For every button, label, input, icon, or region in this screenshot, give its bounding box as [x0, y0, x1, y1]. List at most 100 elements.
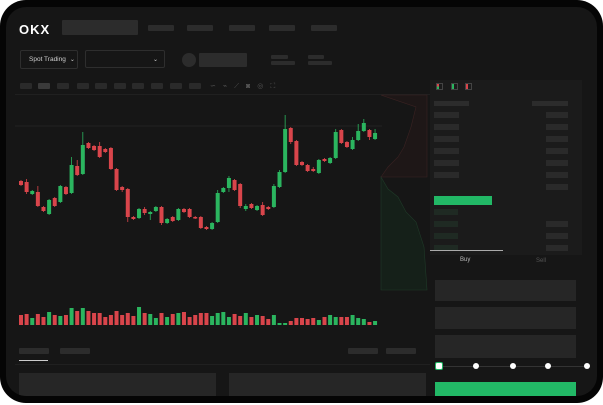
price-input[interactable] — [435, 280, 576, 301]
bid-price — [434, 221, 458, 227]
chevron-down-icon: ⌄ — [69, 57, 75, 63]
volume-bar — [69, 308, 74, 325]
tab-open-orders[interactable] — [19, 348, 49, 354]
timeframe-button[interactable] — [95, 83, 107, 89]
candlestick-chart[interactable] — [6, 7, 436, 347]
volume-bar — [108, 315, 113, 325]
volume-bar — [58, 316, 63, 325]
timeframe-button[interactable] — [114, 83, 126, 89]
candle-body — [24, 182, 29, 192]
volume-bar — [271, 315, 276, 325]
volume-bar — [125, 313, 130, 325]
indicator-icon[interactable]: ∽ — [210, 83, 223, 90]
candle-body — [41, 207, 46, 211]
orderbook-sell-icon[interactable] — [465, 83, 472, 90]
timeframe-button[interactable] — [170, 83, 182, 89]
slider-stop-25[interactable] — [473, 363, 479, 369]
search-placeholder[interactable] — [62, 20, 138, 35]
settings-icon[interactable]: ◎ — [257, 83, 271, 90]
volume-bar — [80, 308, 85, 325]
nav-item[interactable] — [311, 25, 337, 31]
pair-name-placeholder — [199, 53, 247, 67]
timeframe-button[interactable] — [57, 83, 69, 89]
candle-body — [204, 227, 209, 229]
volume-bar — [198, 313, 203, 325]
candle-body — [47, 200, 52, 214]
nav-item[interactable] — [229, 25, 255, 31]
volume-bar — [63, 315, 68, 325]
volume-bar — [255, 315, 260, 325]
volume-bar — [367, 322, 372, 325]
slider-stop-75[interactable] — [545, 363, 551, 369]
volume-bar — [181, 312, 186, 325]
camera-icon[interactable]: ◙ — [246, 83, 258, 90]
volume-bar — [266, 319, 271, 325]
volume-bar — [47, 312, 52, 325]
candle-body — [97, 146, 102, 157]
candle-body — [153, 207, 158, 211]
volume-bar — [356, 318, 361, 325]
volume-bar — [328, 315, 333, 325]
candle-body — [283, 129, 288, 172]
tab-buy[interactable]: Buy — [460, 257, 471, 263]
ruler-icon[interactable]: ⟋ — [234, 83, 246, 90]
candle-body — [373, 133, 378, 139]
candle-body — [103, 149, 108, 152]
divider — [15, 364, 430, 365]
volume-bar — [193, 315, 198, 325]
tab-sell[interactable]: Sell — [536, 258, 547, 264]
candle-body — [361, 123, 366, 131]
candle-body — [255, 206, 260, 210]
candle-body — [19, 181, 23, 185]
ask-size — [546, 148, 568, 154]
nav-item[interactable] — [148, 25, 174, 31]
fullscreen-icon[interactable]: ⛶ — [270, 83, 283, 90]
stat-label — [271, 55, 288, 59]
orders-card — [19, 373, 216, 396]
amount-input[interactable] — [435, 307, 576, 329]
filter-button[interactable] — [348, 348, 378, 354]
buy-button[interactable] — [435, 382, 576, 396]
stat-value — [308, 61, 332, 65]
volume-bar — [249, 317, 254, 325]
depth-asks-area — [380, 94, 428, 178]
candle-body — [142, 209, 147, 213]
slider-stop-50[interactable] — [510, 363, 516, 369]
candle-body — [294, 141, 299, 165]
pair-select[interactable]: ⌄ — [85, 50, 165, 68]
timeframe-button[interactable] — [189, 83, 201, 89]
chart-tools-icons: ∽⌁⟋◙◎⛶ — [210, 82, 282, 91]
nav-item[interactable] — [187, 25, 213, 31]
timeframe-button[interactable] — [132, 83, 144, 89]
candle-body — [305, 165, 310, 171]
timeframe-button[interactable] — [38, 83, 50, 89]
ask-price — [434, 112, 459, 118]
orderbook-buy-icon[interactable] — [451, 83, 458, 90]
line-icon[interactable]: ⌁ — [222, 83, 235, 90]
timeframe-button[interactable] — [77, 83, 89, 89]
filter-button[interactable] — [386, 348, 416, 354]
timeframe-button[interactable] — [151, 83, 163, 89]
volume-bar — [260, 316, 265, 325]
timeframe-button[interactable] — [20, 83, 32, 89]
volume-bar — [204, 313, 209, 325]
amount-slider-handle[interactable] — [435, 362, 443, 370]
volume-bar — [19, 315, 23, 325]
total-input[interactable] — [435, 335, 576, 358]
candle-body — [52, 198, 57, 206]
candle-body — [80, 145, 85, 174]
volume-bar — [300, 318, 304, 325]
volume-bar — [187, 317, 192, 325]
candle-body — [30, 191, 35, 194]
okx-logo: OKX — [19, 22, 51, 37]
volume-bar — [232, 314, 237, 325]
orderbook-both-icon[interactable] — [436, 83, 443, 90]
nav-item[interactable] — [269, 25, 295, 31]
ask-price — [434, 160, 459, 166]
spot-trading-button[interactable]: Spot Trading ⌄ — [20, 50, 78, 69]
tab-history[interactable] — [60, 348, 90, 354]
slider-stop-100[interactable] — [584, 363, 590, 369]
candle-body — [221, 188, 226, 192]
volume-bar — [120, 315, 125, 325]
